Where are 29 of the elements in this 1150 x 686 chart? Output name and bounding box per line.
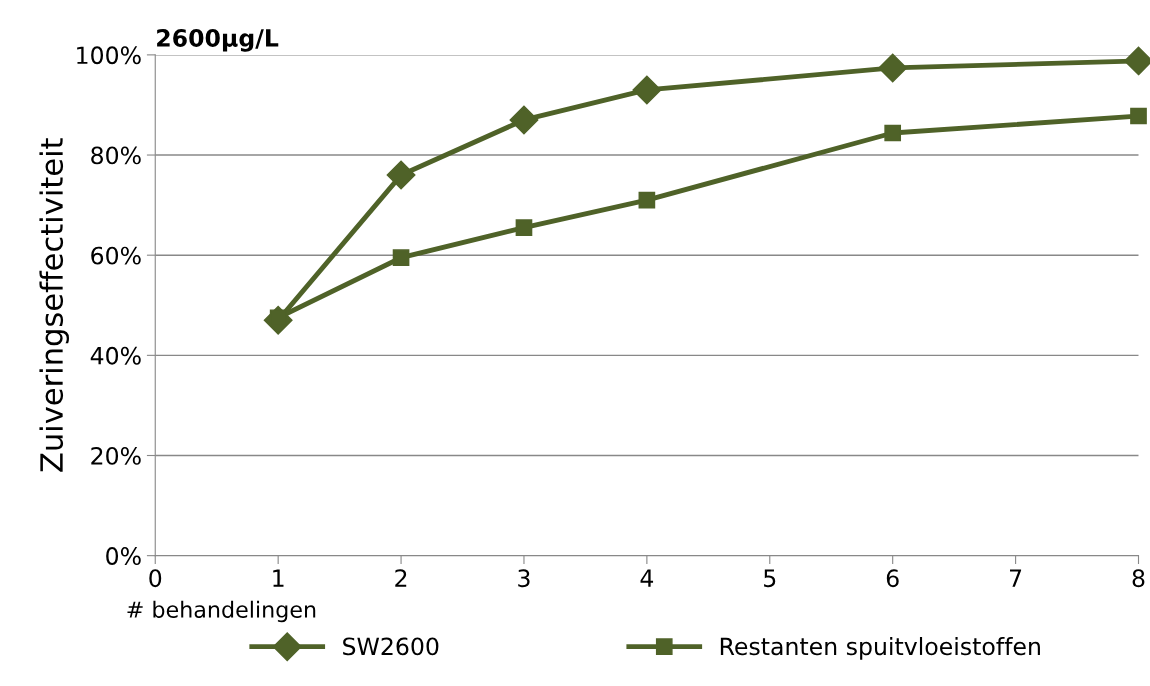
x-tick-label: 7	[1010, 569, 1022, 587]
point	[392, 249, 410, 267]
point	[509, 105, 539, 135]
y-tick-label: 40%	[90, 346, 141, 365]
x-tick-label: 2	[395, 569, 407, 587]
x-axis-title: # behandelingen	[127, 600, 316, 623]
chart-title: 2600µg/L	[157, 29, 279, 52]
y-tick-label: 100%	[77, 46, 141, 65]
point	[515, 219, 533, 236]
point	[884, 124, 902, 142]
point	[1130, 107, 1147, 125]
x-tick-label: 5	[764, 569, 776, 588]
point	[386, 160, 416, 190]
point	[632, 75, 662, 105]
y-tick-label: 60%	[91, 246, 141, 265]
legend-label: SW2600	[343, 637, 439, 656]
x-tick-label: 8	[1132, 569, 1145, 588]
y-tick-label: 20%	[91, 446, 141, 465]
legend-label: Restanten spuitvloeistoffen	[720, 637, 1040, 660]
y-axis-title: Zuiveringseffectiviteit	[39, 138, 69, 472]
x-tick-label: 3	[518, 569, 530, 588]
x-tick-label: 4	[640, 569, 654, 587]
y-tick-label: 0%	[106, 547, 141, 565]
x-tick-label: 6	[886, 569, 899, 588]
y-tick-label: 80%	[91, 146, 141, 165]
x-tick-label: 0	[149, 569, 162, 588]
point	[638, 191, 656, 209]
point	[878, 53, 908, 83]
x-tick-label: 1	[273, 569, 284, 587]
